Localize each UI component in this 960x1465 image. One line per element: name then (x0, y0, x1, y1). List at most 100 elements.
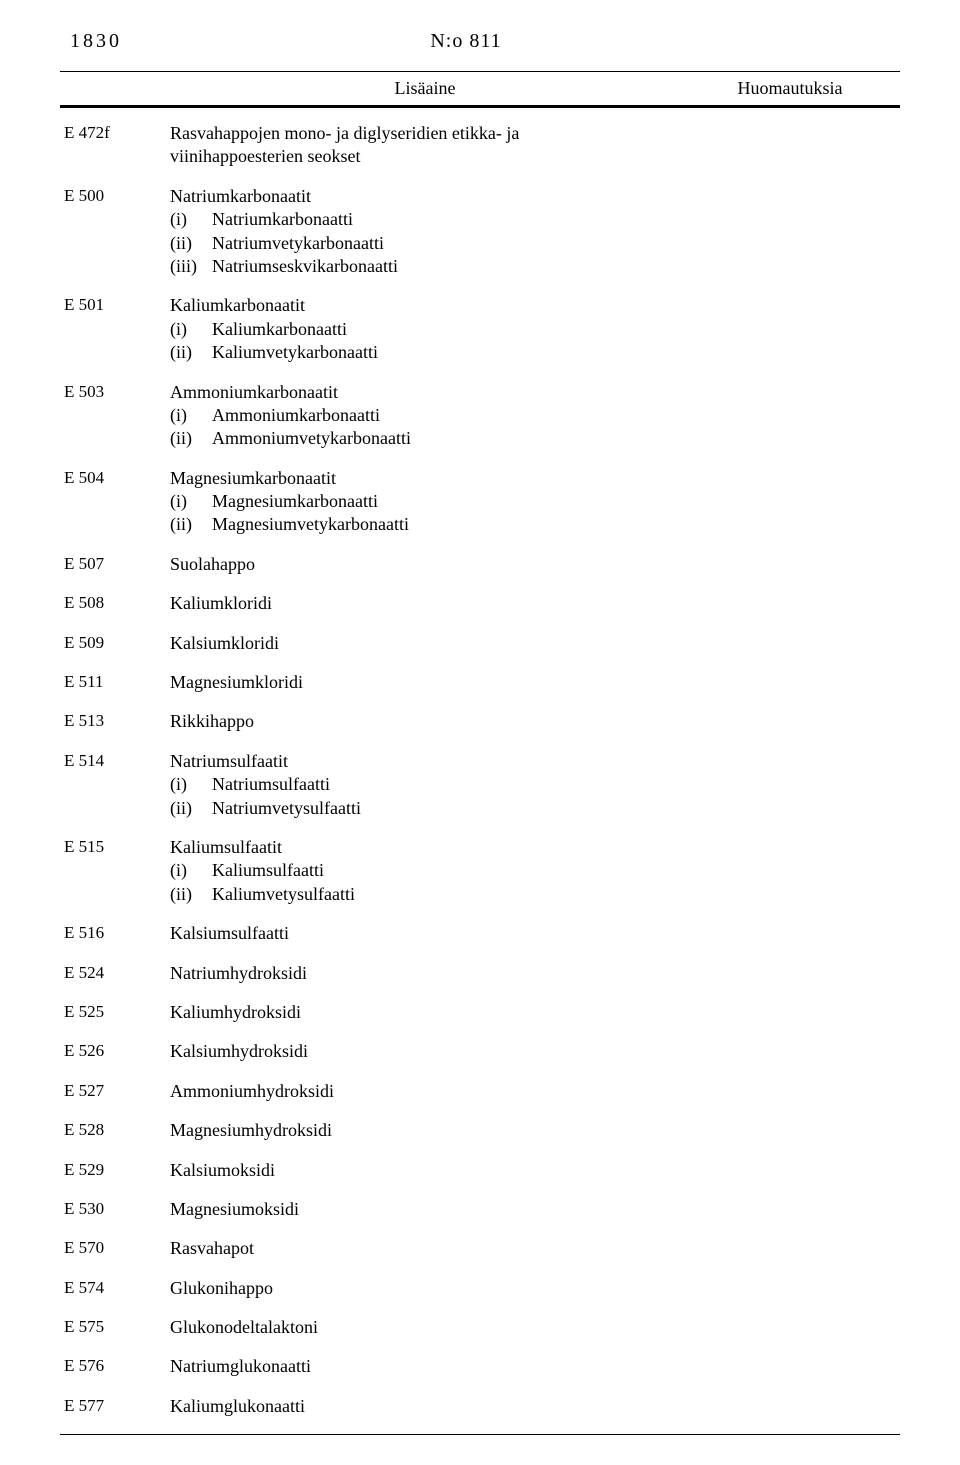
additive-sub-item: (i)Ammoniumkarbonaatti (170, 404, 680, 427)
row-additive: Magnesiumoksidi (170, 1198, 680, 1221)
row-code: E 530 (60, 1198, 170, 1221)
row-additive: Magnesiumkarbonaatit(i)Magnesiumkarbonaa… (170, 467, 680, 537)
additive-title: Magnesiumkloridi (170, 671, 680, 694)
row-remarks (680, 710, 900, 733)
table-row: E 530Magnesiumoksidi (60, 1198, 900, 1221)
row-additive: Natriumglukonaatti (170, 1355, 680, 1378)
row-remarks (680, 962, 900, 985)
table-row: E 513Rikkihappo (60, 710, 900, 733)
table-row: E 509Kalsiumkloridi (60, 632, 900, 655)
row-remarks (680, 1316, 900, 1339)
row-code: E 515 (60, 836, 170, 906)
sub-text: Kaliumvetysulfaatti (212, 883, 355, 906)
additive-title: Kaliumglukonaatti (170, 1395, 680, 1418)
sub-text: Ammoniumkarbonaatti (212, 404, 380, 427)
row-code: E 575 (60, 1316, 170, 1339)
sub-num: (ii) (170, 232, 212, 255)
table-row: E 504Magnesiumkarbonaatit(i)Magnesiumkar… (60, 467, 900, 537)
additive-sub-item: (ii)Ammoniumvetykarbonaatti (170, 427, 680, 450)
additive-title: Kaliumsulfaatit (170, 836, 680, 859)
row-remarks (680, 1355, 900, 1378)
row-additive: Kaliumkarbonaatit(i)Kaliumkarbonaatti(ii… (170, 294, 680, 364)
sub-text: Natriumsulfaatti (212, 773, 330, 796)
bottom-separator (60, 1434, 900, 1435)
row-remarks (680, 1040, 900, 1063)
row-code: E 514 (60, 750, 170, 820)
table-header-row: Lisäaine Huomautuksia (60, 71, 900, 106)
row-code: E 472f (60, 122, 170, 169)
col-code-header (60, 78, 170, 99)
additive-title: Kaliumhydroksidi (170, 1001, 680, 1024)
sub-text: Magnesiumkarbonaatti (212, 490, 378, 513)
row-remarks (680, 467, 900, 537)
row-remarks (680, 122, 900, 169)
table-row: E 503Ammoniumkarbonaatit(i)Ammoniumkarbo… (60, 381, 900, 451)
table-row: E 529Kalsiumoksidi (60, 1159, 900, 1182)
table-row: E 511Magnesiumkloridi (60, 671, 900, 694)
row-remarks (680, 185, 900, 279)
additive-title: Glukonodeltalaktoni (170, 1316, 680, 1339)
row-remarks (680, 381, 900, 451)
row-additive: Natriumhydroksidi (170, 962, 680, 985)
table-row: E 472fRasvahappojen mono- ja diglyseridi… (60, 122, 900, 169)
row-additive: Kalsiumkloridi (170, 632, 680, 655)
row-additive: Glukonodeltalaktoni (170, 1316, 680, 1339)
row-additive: Kalsiumsulfaatti (170, 922, 680, 945)
row-additive: Natriumsulfaatit(i)Natriumsulfaatti(ii)N… (170, 750, 680, 820)
additive-title: Rasvahapot (170, 1237, 680, 1260)
row-code: E 576 (60, 1355, 170, 1378)
table-row: E 525Kaliumhydroksidi (60, 1001, 900, 1024)
sub-num: (ii) (170, 427, 212, 450)
sub-text: Kaliumvetykarbonaatti (212, 341, 378, 364)
row-additive: Kaliumkloridi (170, 592, 680, 615)
row-remarks (680, 1001, 900, 1024)
sub-text: Kaliumkarbonaatti (212, 318, 347, 341)
row-code: E 516 (60, 922, 170, 945)
table-row: E 526Kalsiumhydroksidi (60, 1040, 900, 1063)
row-remarks (680, 294, 900, 364)
additive-title: Kalsiumoksidi (170, 1159, 680, 1182)
additive-sub-item: (iii)Natriumseskvikarbonaatti (170, 255, 680, 278)
table-row: E 508Kaliumkloridi (60, 592, 900, 615)
additive-sub-item: (ii)Magnesiumvetykarbonaatti (170, 513, 680, 536)
table-row: E 515Kaliumsulfaatit(i)Kaliumsulfaatti(i… (60, 836, 900, 906)
sub-text: Ammoniumvetykarbonaatti (212, 427, 411, 450)
row-remarks (680, 671, 900, 694)
page-number: 1830 (70, 30, 122, 53)
row-code: E 501 (60, 294, 170, 364)
row-additive: Kalsiumoksidi (170, 1159, 680, 1182)
additives-table: Lisäaine Huomautuksia E 472fRasvahappoje… (60, 71, 900, 1435)
row-remarks (680, 922, 900, 945)
row-remarks (680, 1395, 900, 1418)
additive-sub-item: (ii)Kaliumvetykarbonaatti (170, 341, 680, 364)
row-code: E 511 (60, 671, 170, 694)
row-additive: Glukonihappo (170, 1277, 680, 1300)
additive-sub-item: (i)Magnesiumkarbonaatti (170, 490, 680, 513)
table-row: E 507Suolahappo (60, 553, 900, 576)
additive-sub-item: (ii)Natriumvetykarbonaatti (170, 232, 680, 255)
table-row: E 514Natriumsulfaatit(i)Natriumsulfaatti… (60, 750, 900, 820)
additive-title: Rikkihappo (170, 710, 680, 733)
table-body: E 472fRasvahappojen mono- ja diglyseridi… (60, 122, 900, 1418)
row-code: E 503 (60, 381, 170, 451)
sub-num: (ii) (170, 513, 212, 536)
row-additive: Rasvahappojen mono- ja diglyseridien eti… (170, 122, 680, 169)
row-code: E 525 (60, 1001, 170, 1024)
row-code: E 577 (60, 1395, 170, 1418)
sub-num: (i) (170, 404, 212, 427)
additive-sub-item: (i)Natriumkarbonaatti (170, 208, 680, 231)
table-row: E 576Natriumglukonaatti (60, 1355, 900, 1378)
sub-num: (i) (170, 490, 212, 513)
row-code: E 500 (60, 185, 170, 279)
row-additive: Kaliumglukonaatti (170, 1395, 680, 1418)
row-remarks (680, 1119, 900, 1142)
row-additive: Magnesiumkloridi (170, 671, 680, 694)
page-header: 1830 N:o 811 (60, 30, 900, 53)
row-code: E 524 (60, 962, 170, 985)
row-code: E 529 (60, 1159, 170, 1182)
table-row: E 575Glukonodeltalaktoni (60, 1316, 900, 1339)
sub-text: Natriumvetysulfaatti (212, 797, 361, 820)
row-additive: Natriumkarbonaatit(i)Natriumkarbonaatti(… (170, 185, 680, 279)
row-code: E 513 (60, 710, 170, 733)
row-code: E 504 (60, 467, 170, 537)
